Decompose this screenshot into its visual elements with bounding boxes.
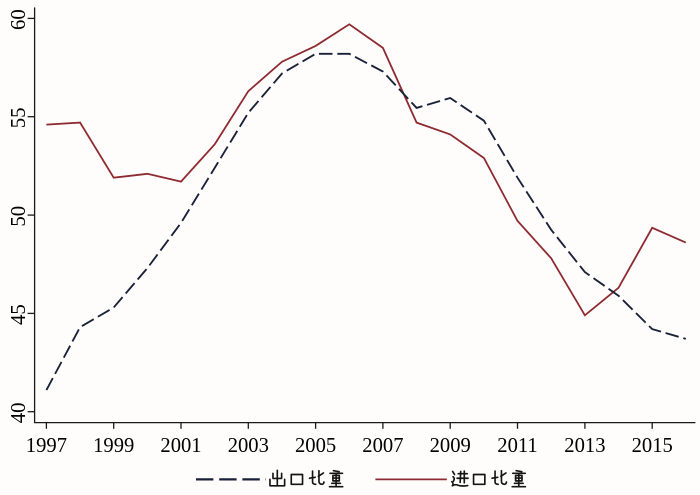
svg-text:2013: 2013 — [564, 435, 605, 457]
svg-text:40: 40 — [7, 403, 30, 424]
svg-text:2015: 2015 — [632, 435, 673, 457]
svg-text:2003: 2003 — [228, 435, 269, 457]
svg-text:45: 45 — [7, 304, 30, 325]
svg-text:2007: 2007 — [362, 435, 403, 457]
svg-text:2009: 2009 — [430, 435, 471, 457]
svg-text:1999: 1999 — [93, 435, 134, 457]
svg-text:55: 55 — [7, 108, 30, 129]
svg-text:2005: 2005 — [295, 435, 336, 457]
svg-text:2001: 2001 — [160, 435, 201, 457]
svg-text:2011: 2011 — [497, 435, 537, 457]
svg-text:60: 60 — [7, 9, 30, 30]
svg-text:1997: 1997 — [26, 435, 67, 457]
svg-text:50: 50 — [7, 206, 30, 227]
